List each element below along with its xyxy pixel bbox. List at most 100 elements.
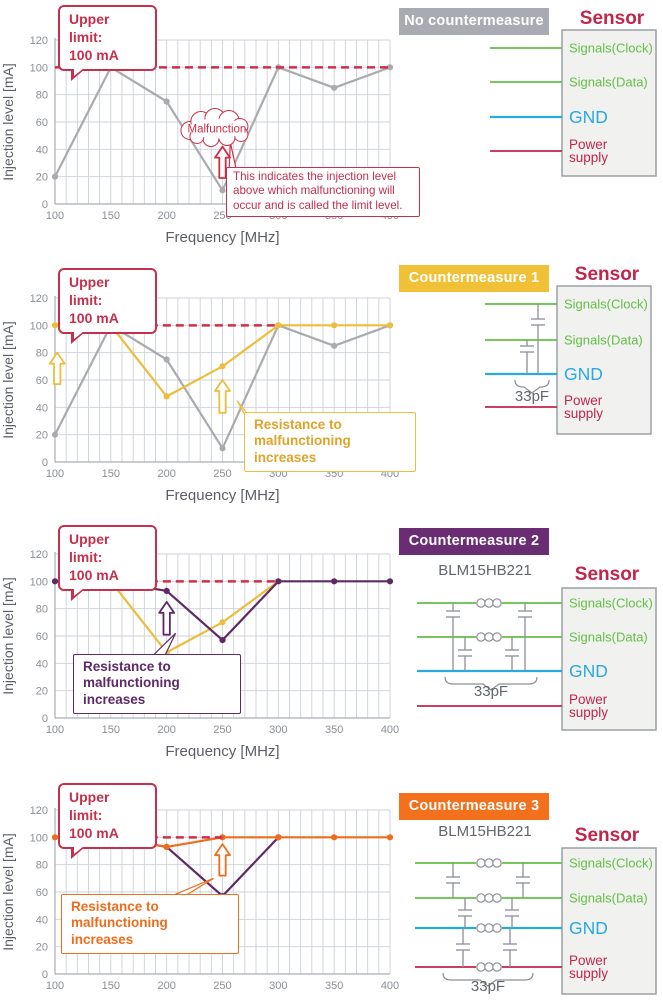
y-tick-label: 0: [42, 199, 48, 211]
resistance-note: Resistance to malfunctioning increases: [244, 412, 416, 473]
axes: 0 20 40 60 80 100 120 100 150 200 250 300 350 400 Inje…: [0, 549, 399, 760]
sensor-box: [556, 285, 652, 435]
ferrite-bead-icon: [476, 632, 502, 642]
callout-pointer: [151, 632, 177, 658]
y-tick-label: 100: [30, 832, 48, 844]
x-tick-label: 100: [46, 468, 64, 480]
y-tick-label: 120: [30, 35, 48, 47]
upper-limit-line1: Upper limit:: [69, 789, 110, 824]
cap-value-label: 33pF: [515, 388, 549, 405]
line-chart: 0 20 40 60 80 100 120 100 150 200 250 300 350 400 Inje…: [0, 805, 399, 992]
upper-limit-line2: 100 mA: [69, 825, 119, 842]
x-tick-label: 100: [46, 724, 64, 736]
sensor-box: [561, 847, 657, 995]
pin-label-data: Signals(Data): [564, 333, 643, 348]
pin-label-clock: Signals(Clock): [569, 856, 653, 871]
sensor-box: [561, 587, 657, 731]
sensor-slot-countermeasure-2: Sensor BLM15HB221 33pF Signals(Clock) Signal…: [415, 514, 663, 770]
sensor-diagram: Sensor BLM15HB221 33pF Signals(Clock) Signal…: [415, 823, 657, 995]
capacitor-icon: [458, 898, 472, 928]
pin-label-data: Signals(Data): [569, 75, 648, 90]
x-tick-label: 350: [325, 980, 343, 992]
malfunction-label: Malfunction: [188, 123, 247, 135]
x-tick-label: 150: [102, 980, 120, 992]
y-tick-label: 120: [30, 293, 48, 305]
capacitor-icon: [516, 863, 530, 898]
part-number-label: BLM15HB221: [438, 823, 531, 840]
resistance-note: Resistance to malfunctioning increases: [73, 654, 241, 715]
capacitor-icon: [531, 304, 545, 374]
sensor-title: Sensor: [575, 264, 640, 285]
x-tick-label: 200: [157, 468, 175, 480]
chart-slot-countermeasure-1: 0 20 40 60 80 100 120 100 150 200 250 300 350 400 Inje…: [0, 252, 416, 514]
up-arrow-icon: [158, 600, 176, 636]
y-tick-label: 80: [36, 348, 48, 360]
y-tick-label: 20: [36, 942, 48, 954]
pin-label-gnd: GND: [569, 661, 608, 681]
pin-label-data: Signals(Data): [569, 630, 648, 645]
capacitor-icon: [458, 637, 472, 671]
sensor-slot-countermeasure-3: Sensor BLM15HB221 33pF Signals(Clock) Signal…: [415, 770, 663, 1002]
x-axis-title: Frequency [MHz]: [165, 487, 279, 504]
capacitor-icon: [446, 603, 460, 671]
resistance-note: Resistance to malfunctioning increases: [61, 894, 239, 955]
capacitor-icon: [505, 898, 519, 928]
x-tick-label: 150: [102, 724, 120, 736]
x-axis-title: Frequency [MHz]: [165, 743, 279, 760]
pin-label-clock: Signals(Clock): [569, 596, 653, 611]
upper-limit-line2: 100 mA: [69, 567, 119, 584]
x-tick-label: 150: [102, 210, 120, 222]
x-tick-label: 400: [381, 724, 399, 736]
y-tick-label: 0: [42, 713, 48, 725]
pin-label-power-supply: Power supply: [569, 692, 608, 720]
y-axis-title: Injection level [mA]: [0, 577, 16, 695]
y-tick-label: 20: [36, 686, 48, 698]
y-tick-label: 0: [42, 969, 48, 981]
badge-countermeasure-3: Countermeasure 3: [399, 793, 549, 820]
chart-slot-countermeasure-2: 0 20 40 60 80 100 120 100 150 200 250 300 350 400 Inje…: [0, 514, 415, 770]
panel-countermeasure-3: Countermeasure 3 0 20 40 60 80 100 120 100 150 20…: [0, 770, 663, 1002]
y-axis-title: Injection level [mA]: [0, 63, 16, 181]
chart-slot-countermeasure-3: 0 20 40 60 80 100 120 100 150 200 250 300 350 400 Inje…: [0, 770, 415, 1002]
panel-countermeasure-1: Countermeasure 1 0 20 40 60 80 100 120 100 150 20…: [0, 252, 663, 514]
y-tick-label: 40: [36, 658, 48, 670]
capacitor-icon: [520, 340, 534, 374]
upper-limit-callout: Upper limit: 100 mA: [58, 268, 157, 344]
y-axis-title: Injection level [mA]: [0, 833, 16, 951]
y-tick-label: 80: [36, 860, 48, 872]
sensor-title: Sensor: [580, 8, 645, 29]
pin-label-power-supply: Power supply: [569, 137, 608, 165]
x-tick-label: 200: [157, 210, 175, 222]
upper-limit-line1: Upper limit:: [69, 11, 110, 46]
y-tick-label: 60: [36, 375, 48, 387]
upper-limit-line1: Upper limit:: [69, 274, 110, 309]
y-tick-label: 40: [36, 402, 48, 414]
capacitor-icon: [503, 928, 517, 967]
panel-no-countermeasure: No countermeasure 0 20 40 60 80 100 120 100 150 2…: [0, 0, 663, 252]
upper-limit-line1: Upper limit:: [69, 531, 110, 566]
ferrite-bead-icon: [476, 962, 502, 972]
pin-label-power-supply: Power supply: [564, 393, 603, 421]
sensor-slot-no-countermeasure: Sensor Signals(Clock) Signals(Data) GND Powe…: [415, 0, 663, 252]
sensor-title: Sensor: [575, 564, 640, 585]
y-tick-label: 0: [42, 457, 48, 469]
up-arrow-icon: [48, 351, 66, 385]
chart-slot-no-countermeasure: 020406080100120100150200250300350400Inje…: [0, 0, 420, 252]
x-tick-label: 200: [157, 980, 175, 992]
pin-label-gnd: GND: [564, 364, 603, 384]
limit-level-note: This indicates the injection level above…: [226, 167, 420, 218]
panel-countermeasure-2: Countermeasure 2 0 20 40 60 80 100 120 100 150 20…: [0, 514, 663, 770]
upper-limit-callout: Upper limit: 100 mA: [58, 5, 157, 81]
pin-label-clock: Signals(Clock): [564, 297, 648, 312]
x-tick-label: 100: [46, 980, 64, 992]
cap-value-label: 33pF: [474, 683, 508, 700]
y-tick-label: 80: [36, 604, 48, 616]
cap-value-label: 33pF: [471, 978, 505, 995]
ferrite-bead-icon: [476, 598, 502, 608]
y-tick-label: 40: [36, 144, 48, 156]
x-tick-label: 100: [46, 210, 64, 222]
up-arrow-icon: [214, 379, 231, 414]
brace: [442, 972, 534, 987]
up-arrow-icon: [214, 145, 231, 179]
pin-label-clock: Signals(Clock): [569, 41, 653, 56]
